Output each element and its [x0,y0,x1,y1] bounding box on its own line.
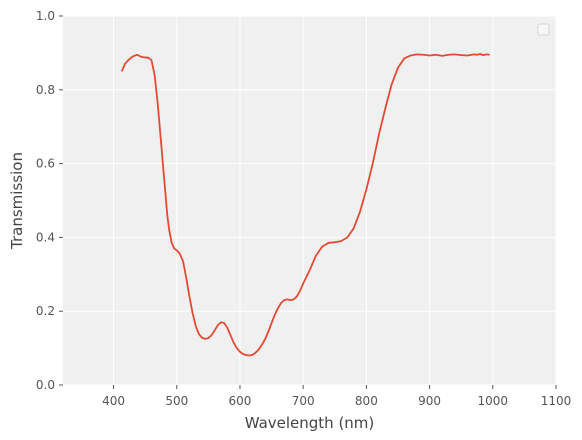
x-tick-label: 500 [165,394,188,408]
y-axis-label: Transmission [8,152,26,250]
x-axis-ticks: 400 500 600 700 800 900 1000 1100 [102,385,571,408]
y-tick-label: 0.6 [36,157,55,171]
x-axis-label: Wavelength (nm) [245,414,375,432]
y-axis-ticks: 0.0 0.2 0.4 0.6 0.8 1.0 [36,9,63,392]
x-tick-label: 1100 [541,394,572,408]
gridlines [63,15,557,386]
x-tick-label: 1000 [478,394,509,408]
y-tick-label: 0.4 [36,230,55,244]
y-tick-label: 0.0 [36,378,55,392]
x-tick-label: 400 [102,394,125,408]
y-tick-label: 0.8 [36,83,55,97]
plot-area [63,16,556,385]
x-tick-label: 700 [292,394,315,408]
series-line [120,53,490,357]
legend [537,23,550,36]
x-tick-label: 600 [229,394,252,408]
y-tick-label: 0.2 [36,304,55,318]
y-tick-label: 1.0 [36,9,55,23]
x-tick-label: 800 [355,394,378,408]
x-tick-label: 900 [418,394,441,408]
